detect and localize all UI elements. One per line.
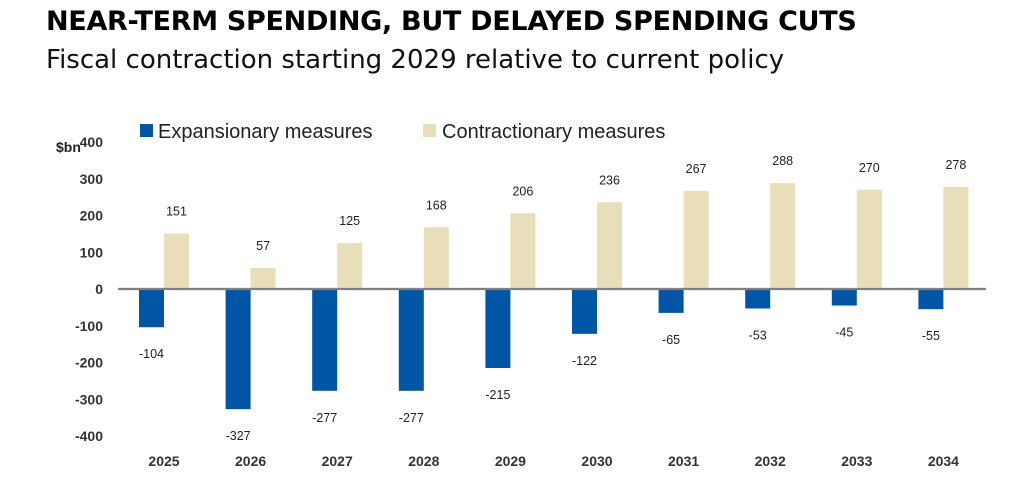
y-tick-label: 400 bbox=[80, 134, 104, 150]
data-labels: -104 151 -327 57 -277 125 -277 168 -215 206 -122 23… bbox=[139, 154, 966, 443]
bar-expansionary bbox=[225, 289, 251, 410]
bar-contractionary bbox=[597, 202, 622, 289]
x-tick-label: 2033 bbox=[841, 453, 872, 469]
bar-expansionary bbox=[918, 289, 944, 310]
y-tick-label: -100 bbox=[75, 318, 103, 334]
bar-expansionary bbox=[658, 289, 684, 313]
x-tick-label: 2030 bbox=[581, 453, 612, 469]
bar-contractionary bbox=[510, 213, 536, 289]
legend-swatch-expansionary bbox=[140, 124, 153, 137]
data-label-expansionary: -55 bbox=[922, 329, 940, 343]
legend-swatch-contractionary bbox=[423, 124, 436, 137]
y-tick-label: -400 bbox=[75, 428, 103, 444]
bar-contractionary bbox=[423, 227, 449, 289]
legend-label-contractionary: Contractionary measures bbox=[442, 121, 665, 143]
data-label-expansionary: -277 bbox=[399, 411, 424, 425]
data-label-contractionary: 206 bbox=[512, 184, 533, 198]
bar-expansionary bbox=[485, 289, 511, 369]
data-label-contractionary: 168 bbox=[426, 198, 447, 212]
bar-expansionary bbox=[139, 289, 164, 328]
y-tick-label: -200 bbox=[75, 355, 103, 371]
x-tick-label: 2027 bbox=[322, 453, 353, 469]
y-tick-label: 300 bbox=[80, 171, 104, 187]
legend: Expansionary measures Contractionary meas… bbox=[140, 121, 665, 143]
x-tick-label: 2029 bbox=[495, 453, 526, 469]
y-tick-label: 0 bbox=[95, 281, 103, 297]
y-tick-label: 100 bbox=[80, 244, 104, 260]
data-label-contractionary: 278 bbox=[945, 158, 966, 172]
data-label-contractionary: 57 bbox=[256, 239, 270, 253]
bars bbox=[118, 183, 986, 410]
data-label-expansionary: -65 bbox=[662, 333, 680, 347]
bar-expansionary bbox=[312, 289, 338, 391]
x-tick-label: 2034 bbox=[928, 453, 959, 469]
bar-contractionary bbox=[337, 243, 363, 289]
bar-contractionary bbox=[683, 190, 709, 289]
data-label-contractionary: 236 bbox=[599, 173, 620, 187]
data-label-contractionary: 270 bbox=[859, 161, 880, 175]
bar-expansionary bbox=[572, 289, 597, 334]
x-tick-label: 2028 bbox=[408, 453, 439, 469]
bar-contractionary bbox=[250, 268, 276, 289]
x-tick-label: 2025 bbox=[148, 453, 179, 469]
y-axis-unit-label: $bn bbox=[56, 139, 81, 155]
bar-expansionary bbox=[398, 289, 424, 391]
bar-expansionary bbox=[831, 289, 857, 306]
data-label-expansionary: -53 bbox=[749, 328, 767, 342]
bar-contractionary bbox=[164, 233, 189, 289]
data-label-contractionary: 288 bbox=[772, 154, 793, 168]
data-label-contractionary: 267 bbox=[686, 162, 707, 176]
chart-title: NEAR-TERM SPENDING, BUT DELAYED SPENDING… bbox=[46, 6, 857, 37]
bar-contractionary bbox=[856, 189, 882, 289]
x-tick-label: 2031 bbox=[668, 453, 699, 469]
data-label-expansionary: -45 bbox=[835, 326, 853, 340]
data-label-expansionary: -327 bbox=[226, 429, 251, 443]
y-tick-label: -300 bbox=[75, 391, 103, 407]
data-label-expansionary: -215 bbox=[485, 388, 510, 402]
data-label-contractionary: 125 bbox=[339, 214, 360, 228]
legend-label-expansionary: Expansionary measures bbox=[158, 121, 373, 143]
y-tick-label: 200 bbox=[80, 208, 104, 224]
data-label-expansionary: -122 bbox=[572, 354, 597, 368]
x-axis: 2025 2026 2027 2028 2029 2030 2031 2032 2033 2034 bbox=[148, 453, 959, 469]
data-label-contractionary: 151 bbox=[166, 205, 187, 219]
x-tick-label: 2032 bbox=[755, 453, 786, 469]
x-tick-label: 2026 bbox=[235, 453, 266, 469]
chart-subtitle: Fiscal contraction starting 2029 relativ… bbox=[46, 45, 785, 75]
bar-contractionary bbox=[943, 186, 969, 289]
bar-expansionary bbox=[745, 289, 771, 309]
bar-contractionary bbox=[770, 183, 796, 289]
data-label-expansionary: -277 bbox=[312, 411, 337, 425]
data-label-expansionary: -104 bbox=[139, 347, 164, 361]
